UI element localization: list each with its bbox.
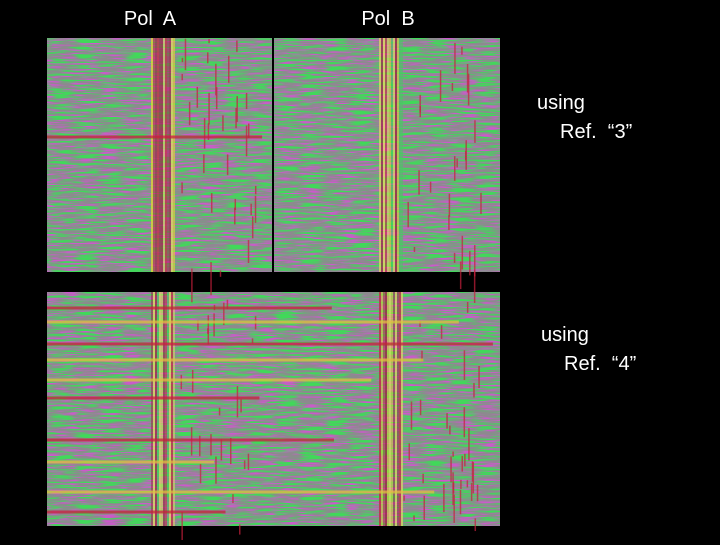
caption-line: Ref. “4”	[564, 353, 636, 375]
caption-line: using	[541, 324, 589, 346]
spectrogram-features	[47, 38, 493, 543]
spectrogram	[47, 292, 500, 526]
caption-line: using	[537, 92, 585, 114]
column-label: Pol A	[124, 8, 177, 30]
caption-line: Ref. “3”	[560, 121, 632, 143]
column-label: Pol B	[361, 8, 414, 30]
panel-bottom	[47, 292, 500, 526]
